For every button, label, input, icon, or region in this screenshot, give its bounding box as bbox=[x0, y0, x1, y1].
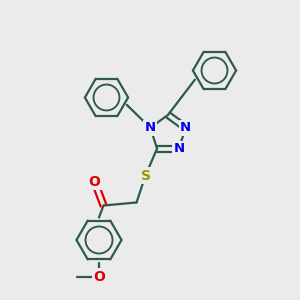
Text: N: N bbox=[180, 121, 191, 134]
Text: N: N bbox=[145, 121, 156, 134]
Text: O: O bbox=[88, 175, 101, 188]
Text: S: S bbox=[140, 169, 151, 182]
Text: N: N bbox=[173, 142, 184, 155]
Text: O: O bbox=[93, 270, 105, 283]
